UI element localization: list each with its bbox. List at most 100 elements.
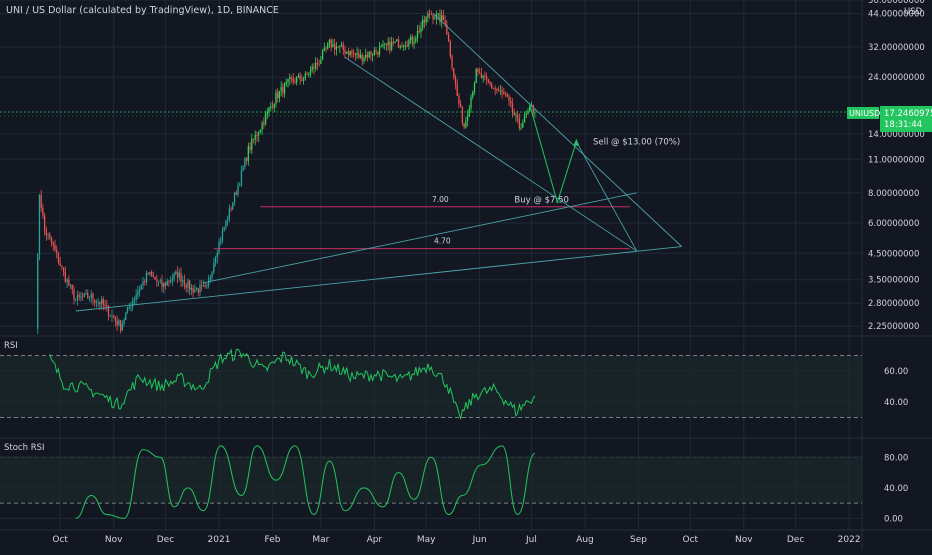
candle (470, 94, 472, 113)
candle (275, 89, 277, 108)
candle-body (118, 320, 120, 325)
candle-body (520, 127, 522, 129)
candle-body (475, 68, 477, 84)
candle-body (221, 230, 224, 241)
candle (169, 276, 172, 284)
price-badge (880, 105, 932, 132)
candle-body (499, 90, 502, 92)
candle-body (491, 84, 493, 88)
candle-body (399, 46, 401, 48)
candle-body (390, 41, 393, 50)
candle (266, 107, 268, 120)
candle-body (416, 30, 419, 39)
x-tick-label: Sep (630, 535, 647, 545)
candle-body (349, 51, 351, 56)
candle (258, 130, 260, 143)
candle-body (81, 296, 84, 298)
candle (163, 282, 165, 294)
candle (132, 297, 134, 312)
candle-body (382, 44, 384, 46)
candle-body (263, 122, 265, 125)
candle (180, 267, 182, 288)
candle (130, 301, 132, 312)
candle-body (38, 194, 41, 255)
candle-body (351, 51, 353, 54)
candle-body (434, 18, 436, 20)
candle-body (318, 63, 320, 65)
candle (494, 85, 496, 96)
candle (466, 110, 469, 127)
candle-body (206, 285, 208, 287)
candle-body (244, 158, 246, 167)
candle-body (137, 291, 139, 296)
candlestick-series (37, 8, 536, 334)
candle-body (501, 90, 503, 93)
candle-body (144, 281, 146, 283)
candle-body (114, 317, 117, 321)
candle-body (252, 139, 255, 140)
candle (152, 271, 155, 278)
price-tick-label: 24.00000000 (868, 73, 925, 83)
candle-body (202, 285, 205, 287)
candle-body (113, 315, 115, 318)
candle-body (138, 289, 141, 292)
candle-body (442, 15, 445, 20)
candle (518, 113, 521, 131)
candle-body (404, 45, 407, 47)
candle (503, 88, 505, 95)
candle (182, 275, 184, 287)
candle (413, 35, 415, 50)
x-tick-label: Jul (525, 535, 537, 545)
candle (149, 271, 151, 277)
candle-body (204, 285, 206, 287)
candle-body (384, 43, 386, 45)
trendline (75, 246, 682, 312)
candle (240, 165, 243, 187)
candle (365, 48, 367, 61)
candle-body (151, 272, 153, 276)
candle (328, 38, 331, 49)
candle-body (211, 272, 213, 277)
candle (45, 226, 48, 241)
candle (206, 282, 208, 290)
candle-body (104, 304, 106, 306)
candle (247, 142, 249, 166)
candle (368, 51, 370, 59)
candle-body (145, 272, 148, 283)
candle (251, 133, 253, 155)
candle-body (437, 13, 439, 14)
candle (451, 54, 453, 71)
price-tick-label: 8.00000000 (868, 189, 919, 199)
candle-body (406, 45, 408, 47)
candle-body (525, 113, 527, 115)
candle (59, 257, 61, 266)
candle-body (447, 34, 450, 42)
candle (403, 44, 405, 51)
candle-body (142, 281, 144, 285)
candle (318, 59, 320, 67)
candle (309, 66, 312, 78)
candle (87, 289, 89, 300)
candle (337, 46, 339, 48)
candle-body (161, 280, 163, 287)
candle (306, 71, 308, 76)
candle (49, 231, 51, 241)
candle-body (332, 43, 334, 48)
candle-body (356, 53, 358, 55)
candle-body (289, 77, 291, 79)
candle (409, 34, 412, 44)
price-tick-label: 11.00000000 (868, 155, 925, 165)
x-tick-label: Nov (105, 535, 123, 545)
candle (161, 274, 163, 293)
candle-body (515, 114, 517, 116)
candle-body (321, 50, 324, 60)
trendline (575, 141, 638, 252)
candle (239, 182, 241, 187)
x-tick-label: Feb (265, 535, 281, 545)
candle-body (235, 192, 237, 195)
candle (296, 76, 298, 86)
candle (442, 9, 445, 21)
candle (522, 119, 524, 129)
candle-body (100, 299, 103, 305)
